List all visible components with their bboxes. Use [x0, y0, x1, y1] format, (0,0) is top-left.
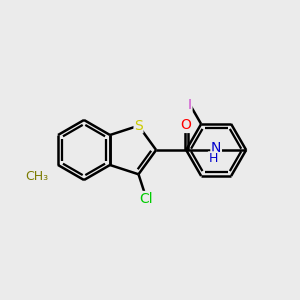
Text: S: S: [134, 119, 143, 133]
Text: CH₃: CH₃: [26, 170, 49, 184]
Text: H: H: [208, 152, 218, 165]
Text: N: N: [211, 142, 221, 155]
Text: O: O: [181, 118, 192, 132]
Text: Cl: Cl: [140, 191, 153, 206]
Text: I: I: [188, 98, 192, 112]
